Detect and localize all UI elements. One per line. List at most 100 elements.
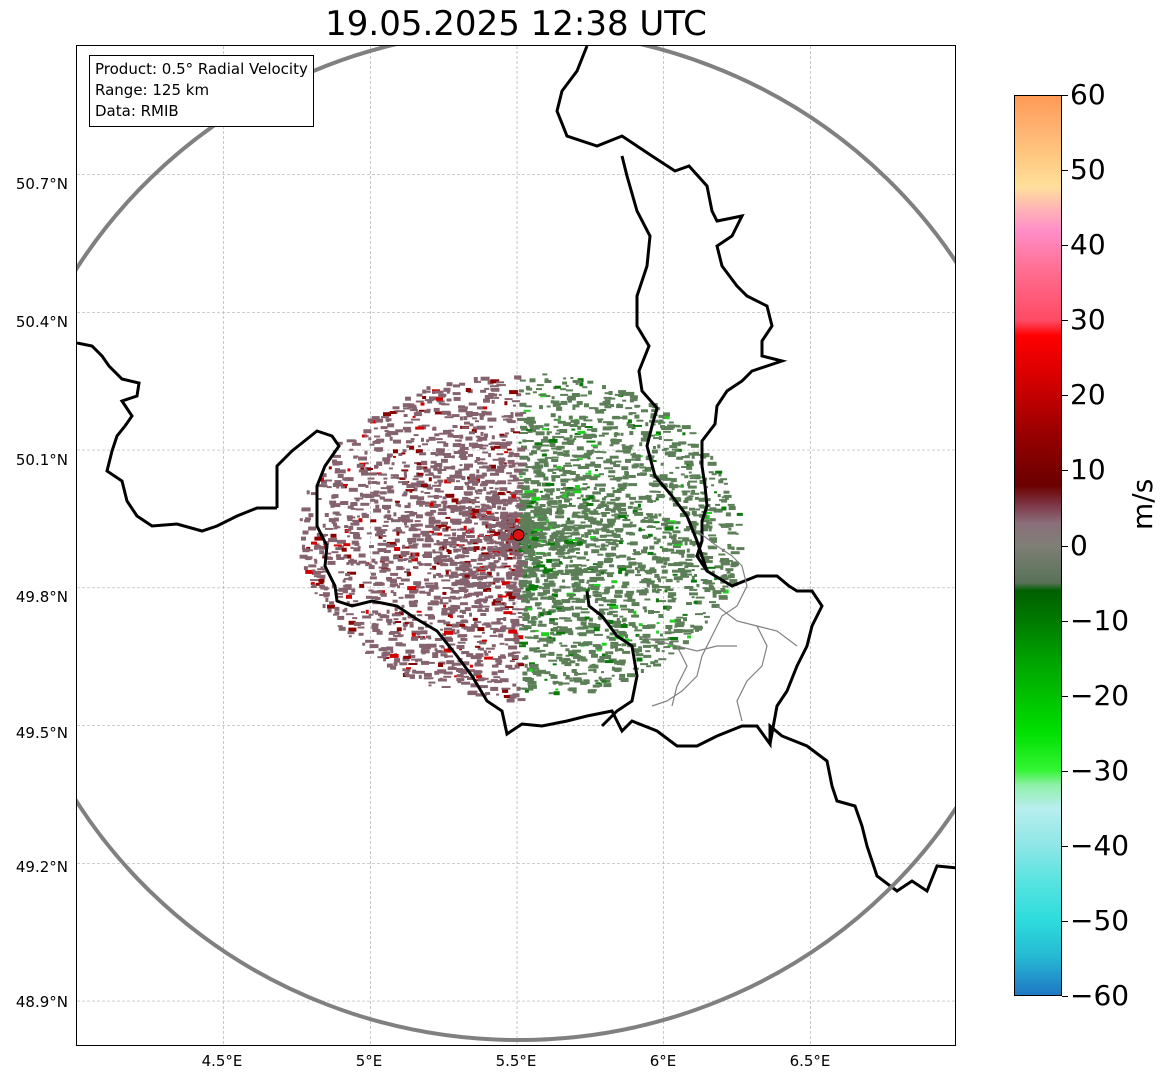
product-label: Product: 0.5° Radial Velocity xyxy=(95,60,308,78)
echo-pixel xyxy=(557,629,566,632)
echo-pixel xyxy=(565,648,570,652)
echo-pixel xyxy=(628,475,636,478)
echo-pixel xyxy=(547,538,554,542)
echo-pixel xyxy=(615,555,620,559)
echo-pixel xyxy=(487,548,497,552)
echo-pixel xyxy=(426,514,433,517)
echo-pixel xyxy=(470,501,480,504)
echo-pixel xyxy=(640,669,644,673)
echo-pixel xyxy=(385,418,392,422)
echo-pixel xyxy=(546,507,552,511)
echo-pixel xyxy=(587,543,596,547)
echo-pixel xyxy=(319,477,325,482)
echo-pixel xyxy=(563,657,571,661)
echo-pixel xyxy=(519,402,527,407)
echo-pixel xyxy=(476,425,486,430)
echo-pixel xyxy=(654,433,659,436)
echo-pixel xyxy=(518,479,527,482)
echo-pixel xyxy=(451,465,456,470)
echo-pixel xyxy=(622,445,632,450)
echo-pixel xyxy=(360,621,365,625)
echo-pixel xyxy=(535,539,544,542)
echo-pixel xyxy=(569,424,578,427)
echo-pixel xyxy=(574,581,578,585)
echo-pixel xyxy=(723,490,730,494)
border-luxembourg-east xyxy=(620,155,709,572)
echo-pixel xyxy=(552,477,556,481)
echo-pixel xyxy=(442,587,452,589)
echo-pixel xyxy=(633,610,637,615)
echo-pixel xyxy=(429,622,433,625)
echo-pixel xyxy=(398,634,404,637)
radar-map[interactable] xyxy=(76,45,956,1046)
echo-pixel xyxy=(438,481,442,486)
echo-pixel xyxy=(576,616,585,621)
echo-pixel xyxy=(604,508,611,512)
echo-pixel xyxy=(385,432,392,437)
echo-pixel xyxy=(623,638,630,642)
echo-pixel xyxy=(590,689,597,692)
echo-pixel xyxy=(516,621,520,624)
echo-pixel xyxy=(346,594,352,599)
echo-pixel xyxy=(486,575,494,578)
echo-pixel xyxy=(591,568,599,572)
echo-pixel xyxy=(440,458,448,463)
echo-pixel xyxy=(531,551,536,556)
echo-pixel xyxy=(538,637,547,642)
echo-pixel xyxy=(575,663,580,667)
echo-pixel xyxy=(557,555,561,558)
echo-pixel xyxy=(470,558,477,562)
echo-pixel xyxy=(569,564,576,568)
echo-pixel xyxy=(467,486,473,491)
echo-pixel xyxy=(619,511,627,515)
echo-pixel xyxy=(602,451,607,454)
echo-pixel xyxy=(343,577,351,580)
echo-pixel xyxy=(614,624,623,628)
echo-pixel xyxy=(359,583,365,588)
echo-pixel xyxy=(426,591,431,596)
echo-pixel xyxy=(618,416,625,419)
echo-pixel xyxy=(678,551,684,555)
echo-pixel xyxy=(402,493,407,496)
colorbar-tick-label: 10 xyxy=(1070,453,1106,487)
echo-pixel xyxy=(408,556,415,560)
echo-pixel xyxy=(552,545,561,547)
echo-pixel xyxy=(376,630,383,635)
echo-pixel xyxy=(684,497,693,501)
echo-pixel xyxy=(603,599,611,603)
echo-pixel xyxy=(546,640,554,644)
echo-pixel xyxy=(440,653,448,657)
echo-pixel xyxy=(658,578,661,583)
echo-pixel xyxy=(718,479,724,484)
echo-pixel xyxy=(398,453,403,456)
echo-pixel xyxy=(445,526,449,531)
echo-pixel xyxy=(659,420,663,423)
echo-pixel xyxy=(670,637,679,640)
echo-pixel xyxy=(436,396,443,401)
border-luxembourg-south xyxy=(585,590,639,728)
echo-pixel xyxy=(620,537,623,540)
echo-pixel xyxy=(587,689,596,694)
echo-pixel xyxy=(420,530,430,535)
echo-pixel xyxy=(557,451,564,456)
echo-pixel xyxy=(736,512,743,516)
echo-pixel xyxy=(670,640,679,643)
echo-pixel xyxy=(347,585,352,590)
echo-pixel xyxy=(439,677,443,680)
echo-pixel xyxy=(559,642,563,645)
echo-pixel xyxy=(591,518,596,522)
echo-pixel xyxy=(410,523,419,527)
echo-pixel xyxy=(517,623,525,626)
echo-pixel xyxy=(661,448,667,451)
echo-pixel xyxy=(434,638,442,641)
echo-pixel xyxy=(403,407,410,410)
echo-pixel xyxy=(374,447,384,452)
echo-pixel xyxy=(634,626,638,630)
echo-pixel xyxy=(497,669,504,673)
echo-pixel xyxy=(470,655,480,660)
echo-pixel xyxy=(568,597,578,600)
echo-pixel xyxy=(502,565,511,568)
echo-pixel xyxy=(539,543,549,546)
echo-pixel xyxy=(512,651,521,654)
echo-pixel xyxy=(537,649,546,652)
